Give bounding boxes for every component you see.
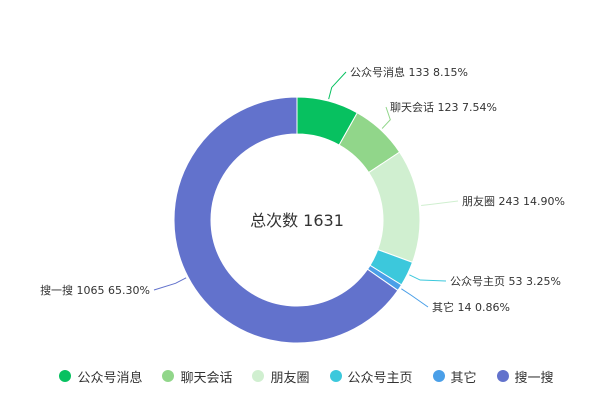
- legend-label: 搜一搜: [514, 370, 554, 386]
- legend-item-5[interactable]: 搜一搜: [496, 367, 554, 386]
- legend-dot-icon: [59, 370, 72, 382]
- legend-item-4[interactable]: 其它: [432, 367, 477, 386]
- legend-label: 朋友圈: [270, 370, 310, 386]
- legend-dot-icon: [252, 370, 265, 382]
- legend-dot-icon: [432, 370, 445, 382]
- legend-label: 聊天会话: [180, 370, 233, 386]
- legend-dot-icon: [162, 370, 175, 382]
- leader-line-2: [421, 200, 459, 206]
- slice-label-0: 公众号消息 133 8.15%: [350, 65, 468, 79]
- slice-labels: 公众号消息 133 8.15% 聊天会话 123 7.54% 朋友圈 243 14.…: [40, 65, 565, 314]
- legend-item-2[interactable]: 朋友圈: [252, 367, 310, 386]
- center-total-label: 总次数 1631: [250, 211, 344, 230]
- legend-label: 公众号消息: [77, 370, 143, 386]
- leader-line-4: [401, 288, 429, 308]
- slice-label-1: 聊天会话 123 7.54%: [390, 100, 497, 114]
- slice-label-4: 其它 14 0.86%: [432, 300, 510, 314]
- legend-item-1[interactable]: 聊天会话: [162, 367, 232, 386]
- legend-label: 公众号主页: [347, 370, 413, 386]
- slice-2[interactable]: [368, 151, 421, 263]
- legend-dot-icon: [496, 370, 509, 382]
- slice-label-3: 公众号主页 53 3.25%: [450, 275, 561, 288]
- slice-label-5: 搜一搜 1065 65.30%: [40, 283, 150, 297]
- leader-line-3: [409, 274, 447, 282]
- leader-line-0: [328, 71, 347, 100]
- legend: 公众号消息 聊天会话 朋友圈 公众号主页 其它 搜一搜: [0, 364, 613, 388]
- legend-item-3[interactable]: 公众号主页: [329, 367, 413, 386]
- donut-slices: [173, 96, 421, 344]
- legend-label: 其它: [450, 370, 477, 386]
- leader-line-1: [381, 106, 391, 129]
- leader-line-5: [153, 277, 187, 291]
- slice-5[interactable]: [173, 96, 399, 344]
- slice-label-2: 朋友圈 243 14.90%: [462, 194, 565, 208]
- legend-dot-icon: [329, 370, 342, 382]
- legend-item-0[interactable]: 公众号消息: [59, 367, 142, 386]
- label-leader-lines: [153, 71, 459, 308]
